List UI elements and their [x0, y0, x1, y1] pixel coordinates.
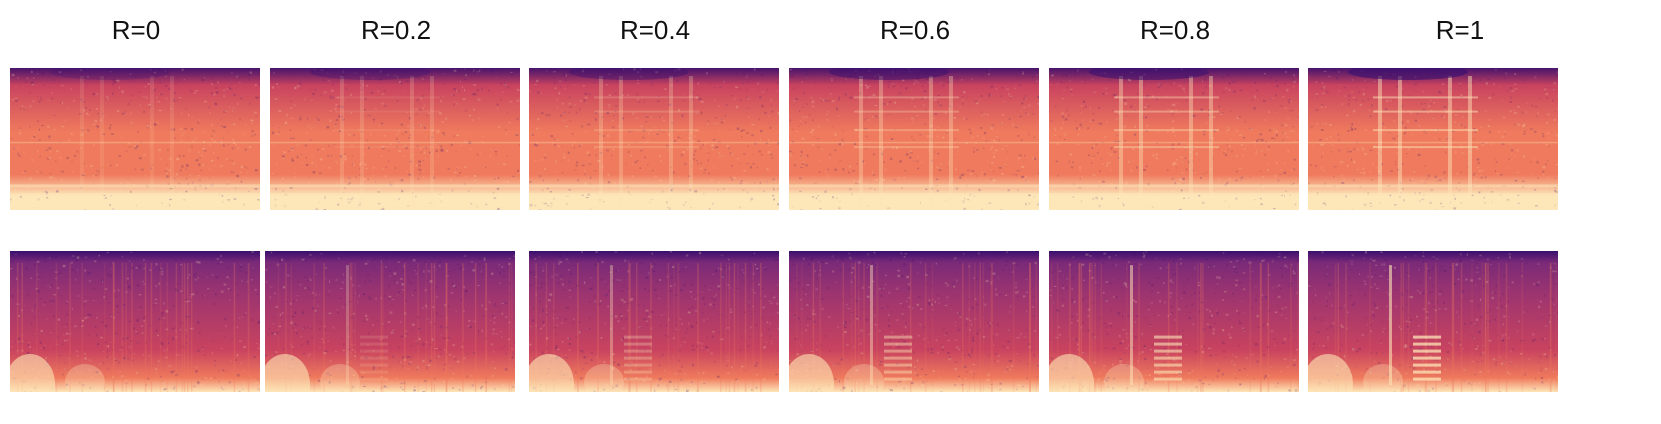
spectrogram-row2-r02	[265, 251, 515, 392]
spectrogram-row2-r04	[529, 251, 779, 392]
spectrogram-row1-r1	[1308, 68, 1558, 210]
column-label-r1: R=1	[1435, 15, 1485, 45]
spectrogram-row2-r06	[789, 251, 1039, 392]
spectrogram-row1-r02	[270, 68, 520, 210]
spectrogram-row1-r0	[10, 68, 260, 210]
spectrogram-row1-r04	[529, 68, 779, 210]
spectrogram-row1-r08	[1049, 68, 1299, 210]
column-label-r02: R=0.2	[360, 15, 432, 45]
column-label-r04: R=0.4	[619, 15, 691, 45]
spectrogram-row2-r08	[1049, 251, 1299, 392]
spectrogram-row2-r0	[10, 251, 260, 392]
column-label-r0: R=0	[111, 15, 161, 45]
spectrogram-row2-r1	[1308, 251, 1558, 392]
column-label-r06: R=0.6	[879, 15, 951, 45]
column-label-r08: R=0.8	[1139, 15, 1211, 45]
spectrogram-row1-r06	[789, 68, 1039, 210]
